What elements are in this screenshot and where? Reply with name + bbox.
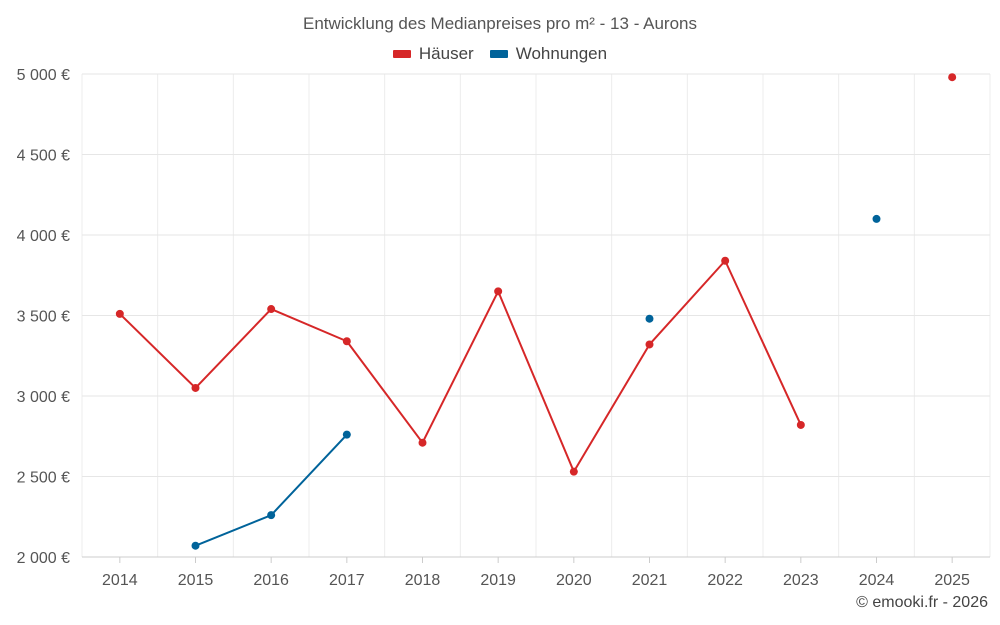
- data-point-haeuser: [569, 467, 578, 476]
- data-point-wohnungen: [267, 511, 276, 520]
- x-tick-label: 2017: [329, 572, 365, 589]
- data-point-wohnungen: [191, 541, 200, 550]
- x-tick-label: 2025: [934, 572, 970, 589]
- x-tick-label: 2021: [632, 572, 668, 589]
- data-point-haeuser: [721, 256, 730, 265]
- x-tick-label: 2020: [556, 572, 592, 589]
- y-tick-label: 3 000 €: [17, 389, 70, 406]
- data-point-haeuser: [494, 287, 503, 296]
- legend-swatch-wohnungen: [489, 50, 508, 58]
- legend-label-haeuser: Häuser: [418, 44, 474, 63]
- data-point-haeuser: [418, 438, 427, 447]
- x-tick-label: 2014: [102, 572, 138, 589]
- data-point-wohnungen: [872, 214, 881, 223]
- y-tick-label: 4 500 €: [17, 148, 70, 165]
- x-tick-label: 2019: [480, 572, 516, 589]
- series-line-haeuser: [119, 259, 802, 473]
- y-tick-label: 2 500 €: [17, 470, 70, 487]
- x-tick-label: 2023: [783, 572, 819, 589]
- x-tick-label: 2016: [253, 572, 289, 589]
- legend-swatch-haeuser: [392, 50, 411, 58]
- data-point-haeuser: [645, 340, 654, 349]
- legend-item-wohnungen[interactable]: Wohnungen: [489, 44, 608, 64]
- legend-label-wohnungen: Wohnungen: [515, 44, 608, 63]
- data-point-haeuser: [948, 73, 957, 82]
- x-tick-label: 2015: [178, 572, 214, 589]
- data-point-haeuser: [342, 337, 351, 346]
- data-point-wohnungen: [645, 314, 654, 323]
- chart-title: Entwicklung des Medianpreises pro m² - 1…: [302, 14, 697, 33]
- y-tick-label: 4 000 €: [17, 228, 70, 245]
- credit: © emooki.fr - 2026: [856, 594, 988, 611]
- x-tick-label: 2024: [859, 572, 895, 589]
- y-tick-label: 5 000 €: [17, 67, 70, 84]
- data-point-wohnungen: [342, 430, 351, 439]
- data-point-haeuser: [115, 309, 124, 318]
- series-line-wohnungen: [195, 433, 348, 547]
- data-point-haeuser: [796, 420, 805, 429]
- data-point-haeuser: [191, 383, 200, 392]
- legend-item-haeuser[interactable]: Häuser: [392, 44, 474, 64]
- y-tick-label: 2 000 €: [17, 550, 70, 567]
- x-tick-label: 2022: [707, 572, 743, 589]
- y-tick-label: 3 500 €: [17, 309, 70, 326]
- x-tick-label: 2018: [405, 572, 441, 589]
- legend: Häuser Wohnungen: [0, 44, 1000, 64]
- data-point-haeuser: [267, 305, 276, 314]
